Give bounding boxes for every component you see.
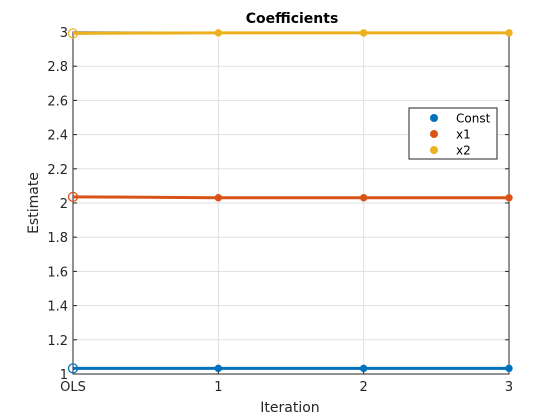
series-point-x1 [505,193,513,202]
x-tick-label: 3 [505,380,513,395]
legend-label-x1: x1 [456,128,471,142]
y-tick-label: 1.6 [47,265,68,280]
series-point-Const [505,364,513,373]
series-line-x1 [72,195,509,200]
y-tick-label: 1.4 [47,300,68,315]
series-point-x2 [67,28,79,39]
x-axis-label: Iteration [260,400,319,416]
legend-box [408,107,498,160]
legend-marker-x2 [430,146,438,154]
legend-marker-Const [430,114,438,122]
y-tick-label: 1.2 [47,334,68,349]
legend-marker-x1 [430,130,438,138]
y-tick-label: 1.8 [47,231,68,246]
series-point-Const [67,363,79,374]
x-tick-label: 1 [214,380,222,395]
y-tick-label: 2.2 [47,163,68,178]
y-tick-label: 3 [60,26,68,41]
y-axis-label: Estimate [26,172,42,234]
series-line-x2 [72,31,509,35]
series-point-x1 [67,191,79,202]
series-point-x1 [214,193,223,202]
y-tick-label: 2.4 [47,129,68,144]
legend: Const x1 x2 [408,107,498,160]
series-point-x2 [359,29,368,37]
y-axis: 1 1.2 1.4 1.6 1.8 2 2.2 2.4 2.6 2.8 3 [47,26,509,383]
chart-title: Coefficients [246,11,339,27]
series-point-x1 [359,193,368,202]
legend-label-x2: x2 [456,144,471,158]
y-tick-label: 2 [60,197,68,212]
series-point-Const [359,364,368,373]
y-tick-label: 2.6 [47,94,68,109]
series-point-x2 [214,29,223,37]
series-point-x2 [505,29,513,37]
y-tick-label: 1 [60,368,68,383]
grid [73,32,509,374]
y-tick-label: 2.8 [47,60,68,75]
x-tick-label: OLS [60,380,86,395]
series-layer [67,28,513,374]
series-point-Const [214,364,223,373]
x-tick-label: 2 [360,380,368,395]
x-axis: OLS 1 2 3 [60,32,513,395]
legend-label-Const: Const [456,112,491,126]
